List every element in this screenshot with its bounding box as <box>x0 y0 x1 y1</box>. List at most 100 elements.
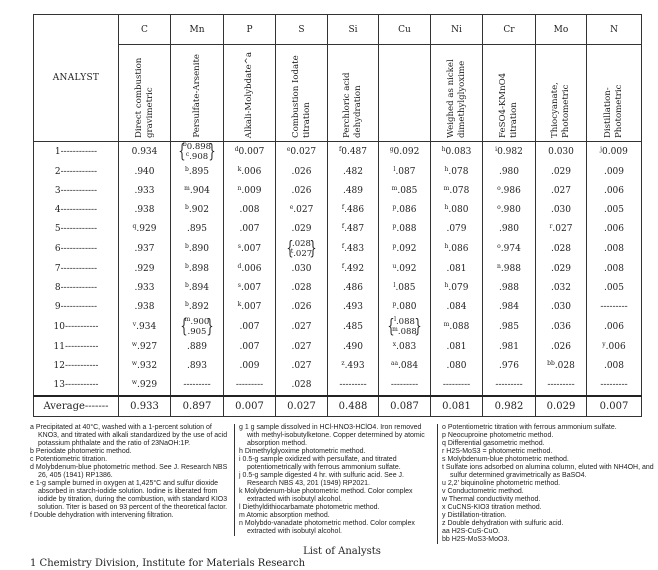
footnote-ref: k <box>237 301 242 308</box>
element-header-p: P <box>223 14 276 45</box>
value-cell: --------- <box>535 376 587 396</box>
value-cell: .030 <box>275 260 328 279</box>
analyst-id: 7 <box>54 264 61 274</box>
footnote-ref: l <box>393 166 396 173</box>
value: .080 <box>448 205 469 215</box>
value-cell: .032 <box>535 279 587 298</box>
footnote-ref: h <box>441 146 446 153</box>
value-cell: .893 <box>170 357 224 376</box>
value-cell: .027 <box>275 338 328 357</box>
analyst-list-first-entry: 1 Chemistry Division, Institute for Mate… <box>30 558 306 569</box>
value: .088 <box>449 322 470 332</box>
method-label: FeSO4-KMnO4 titration <box>498 72 519 138</box>
value: .005 <box>603 205 625 215</box>
value: 0.898 <box>186 142 212 152</box>
analyst-number: 6------------ <box>33 239 119 260</box>
value-cell: .938 <box>118 201 171 220</box>
analyst-number: 4------------ <box>33 201 119 220</box>
value-cell: n.009 <box>223 182 276 201</box>
value: .984 <box>498 302 520 312</box>
value: .904 <box>189 186 210 196</box>
footnote-ref: l <box>393 282 396 289</box>
value-cell: e.027 <box>275 201 328 220</box>
average-value: 0.488 <box>327 395 379 417</box>
value: .026 <box>291 302 312 312</box>
value-cell: --------- <box>430 376 483 396</box>
value-cell: .485 <box>327 317 379 338</box>
value: .937 <box>134 244 155 254</box>
analyst-id: 3 <box>54 186 61 196</box>
value-cell: .084 <box>430 298 483 317</box>
value-cell: q.929 <box>118 220 171 239</box>
value-cell: f0.487 <box>327 141 379 163</box>
value-cell: .028 <box>535 239 587 260</box>
value-cell: y.006 <box>586 338 642 357</box>
footnote-ref: l <box>394 316 396 323</box>
analyst-id: 8 <box>54 283 61 293</box>
value: .985 <box>498 322 520 332</box>
value: .026 <box>291 167 312 177</box>
footnotes-middle: g 1 g sample dissolved in HCl-HNO3-HClO4… <box>234 424 437 536</box>
value: .493 <box>344 361 365 371</box>
footnote-ref: r <box>549 223 553 230</box>
value-cell: d.006 <box>223 260 276 279</box>
value: .081 <box>446 342 467 352</box>
footnote: g 1 g sample dissolved in HCl-HNO3-HClO4… <box>239 424 425 447</box>
analyst-id: 10 <box>53 322 65 332</box>
value: .006 <box>605 342 626 352</box>
average-value: 0.933 <box>118 395 171 417</box>
value-cell: l.085 <box>378 279 431 298</box>
footnote-ref: o <box>497 204 501 211</box>
footnote: w Thermal conductivity method. <box>442 496 541 503</box>
value: .086 <box>448 244 469 254</box>
footnote: v Conductometric method. <box>442 488 524 495</box>
value: .088 <box>396 224 417 234</box>
value-cell: .009 <box>586 163 642 182</box>
value-cell: i0.982 <box>482 141 536 163</box>
method-header: Combustion Iodate titration <box>275 44 328 142</box>
table-row: 2------------ .940 b.895 k.006.026.482 l.087… <box>33 163 642 182</box>
footnote: r H2S-MoS3 = photometric method. <box>442 448 553 455</box>
value: .029 <box>291 224 312 234</box>
value: .940 <box>134 167 155 177</box>
footnote: j 0.5-g sample digested 4 hr. with sulfu… <box>239 472 404 487</box>
value: .027 <box>550 186 572 196</box>
footnote-ref: o <box>497 185 501 192</box>
footnote-ref: n <box>237 185 242 192</box>
footnote: f Double dehydration with intervening fi… <box>30 512 174 519</box>
value: .009 <box>603 167 625 177</box>
footnote: l Diethyldithiocarbamate photometric met… <box>239 504 380 511</box>
analyst-header: ANALYST <box>33 14 119 142</box>
table-row: 8------------ .933 b.894 s.007.028.486 l.085… <box>33 279 642 298</box>
value: .080 <box>396 302 417 312</box>
value: .032 <box>550 283 572 293</box>
value: .006 <box>241 264 262 274</box>
value-cell: f.487 <box>327 220 379 239</box>
value-cell: h.086 <box>430 239 483 260</box>
value: .092 <box>396 264 417 274</box>
value: .085 <box>397 186 418 196</box>
analyst-number: 1------------ <box>33 141 119 163</box>
value: .030 <box>291 264 312 274</box>
footnote-ref: u <box>392 263 397 270</box>
footnote-ref: aa <box>390 360 399 367</box>
value-cell: k.006 <box>223 163 276 182</box>
value-cell: r.027 <box>535 220 587 239</box>
footnote-ref: z <box>341 360 345 367</box>
value: .007 <box>241 244 262 254</box>
element-header-c: C <box>118 14 171 45</box>
value-cell: .008 <box>586 260 642 279</box>
footnote: t Sulfate ions adsorbed on alumina colum… <box>442 464 654 479</box>
analyst-id: 6 <box>54 244 61 254</box>
analyst-number: 12----------- <box>33 357 119 376</box>
footnote-ref: n <box>497 263 501 270</box>
footnote-ref: v <box>132 321 137 328</box>
value: .938 <box>134 205 155 215</box>
value: .486 <box>342 283 364 293</box>
value-cell: .030 <box>535 298 587 317</box>
value: .976 <box>498 361 520 371</box>
average-value: 0.982 <box>482 395 536 417</box>
method-header-row: Direct combustion gravimetric Persulfate-… <box>34 44 642 142</box>
value-cell: .026 <box>275 182 328 201</box>
value: .030 <box>550 302 572 312</box>
